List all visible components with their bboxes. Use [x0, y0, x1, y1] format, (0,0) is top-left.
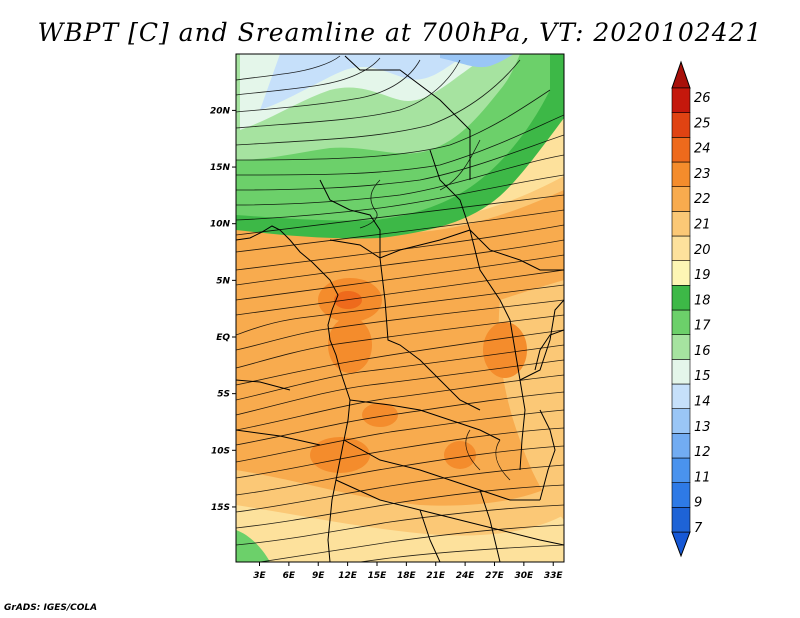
colorbar-label: 19	[694, 268, 711, 283]
colorbar-swatch	[671, 334, 691, 360]
lon-tick-label: 27E	[485, 571, 505, 581]
colorbar: 7 9 11 12 13 14 15 16 17 18 19 20 21 22 23 24 25 26	[671, 60, 711, 558]
lon-tick-label: 12E	[338, 571, 358, 581]
colorbar-swatch	[671, 260, 691, 286]
colorbar-swatch	[671, 359, 691, 385]
colorbar-label: 24	[694, 142, 711, 157]
colorbar-swatch	[671, 457, 691, 483]
colorbar-label: 9	[694, 496, 702, 511]
colorbar-swatch	[671, 309, 691, 335]
lon-tick-label: 33E	[544, 571, 564, 581]
colorbar-swatch	[671, 137, 691, 163]
colorbar-swatch	[671, 161, 691, 187]
lat-tick-label: 5S	[217, 390, 230, 400]
colorbar-swatch	[671, 211, 691, 237]
lat-tick-label: 15N	[210, 163, 231, 173]
colorbar-label: 26	[694, 91, 711, 106]
field-south-20	[236, 505, 564, 562]
lat-tick-label: 10N	[210, 220, 231, 230]
lat-tick-label: EQ	[216, 333, 230, 343]
colorbar-label: 13	[694, 420, 711, 435]
lon-tick-label: 24E	[456, 571, 476, 581]
colorbar-label: 20	[694, 243, 711, 258]
colorbar-high-arrow	[671, 60, 691, 89]
colorbar-label: 17	[694, 319, 711, 334]
lon-tick-label: 6E	[283, 571, 296, 581]
colorbar-label: 12	[694, 445, 711, 460]
latitude-axis: 20N 15N 10N 5N EQ 5S 10S 15S	[210, 106, 236, 513]
longitude-axis: 3E 6E 9E 12E 15E 18E 21E 24E 27E 30E 33E	[253, 562, 563, 581]
colorbar-swatch	[671, 112, 691, 138]
map-title: WBPT [C] and Sreamline at 700hPa, VT: 20…	[37, 18, 763, 47]
colorbar-swatch	[671, 408, 691, 434]
field-core-23-f	[444, 441, 476, 469]
lat-tick-label: 15S	[211, 503, 230, 513]
colorbar-label: 16	[694, 344, 711, 359]
field-core-23-e	[362, 403, 398, 427]
lat-tick-label: 20N	[210, 106, 231, 116]
lat-tick-label: 10S	[211, 446, 230, 456]
colorbar-label: 14	[694, 395, 711, 410]
colorbar-label: 23	[694, 167, 711, 182]
streamlines	[236, 55, 564, 562]
colorbar-label: 11	[694, 470, 711, 485]
colorbar-label: 22	[694, 192, 711, 207]
colorbar-swatch	[671, 433, 691, 459]
footer-credit: GrADS: IGES/COLA	[4, 603, 98, 613]
map-frame	[235, 53, 565, 563]
lat-tick-label: 5N	[216, 276, 230, 286]
colorbar-label: 18	[694, 293, 711, 308]
field-core-23-c	[483, 322, 527, 378]
colorbar-swatch	[671, 87, 691, 113]
field-core-23-b	[328, 317, 372, 373]
map-panel	[236, 54, 564, 562]
colorbar-label: 15	[694, 369, 711, 384]
field-blue-13	[440, 54, 514, 68]
colorbar-low-arrow	[671, 531, 691, 558]
lon-tick-label: 21E	[426, 571, 446, 581]
colorbar-label: 7	[694, 521, 703, 536]
field-blue-14	[260, 54, 465, 110]
lon-tick-label: 30E	[515, 571, 535, 581]
colorbar-label: 25	[694, 116, 711, 131]
lon-tick-label: 9E	[312, 571, 325, 581]
colorbar-swatch	[671, 285, 691, 311]
colorbar-swatch	[671, 507, 691, 533]
field-south-green	[236, 530, 270, 562]
colorbar-label: 21	[694, 218, 711, 233]
lon-tick-label: 18E	[397, 571, 417, 581]
borders	[236, 55, 564, 562]
colorbar-swatch	[671, 235, 691, 261]
lon-tick-label: 3E	[253, 571, 266, 581]
colorbar-swatch	[671, 482, 691, 508]
lon-tick-label: 15E	[368, 571, 388, 581]
colorbar-swatch	[671, 383, 691, 409]
colorbar-swatch	[671, 186, 691, 212]
